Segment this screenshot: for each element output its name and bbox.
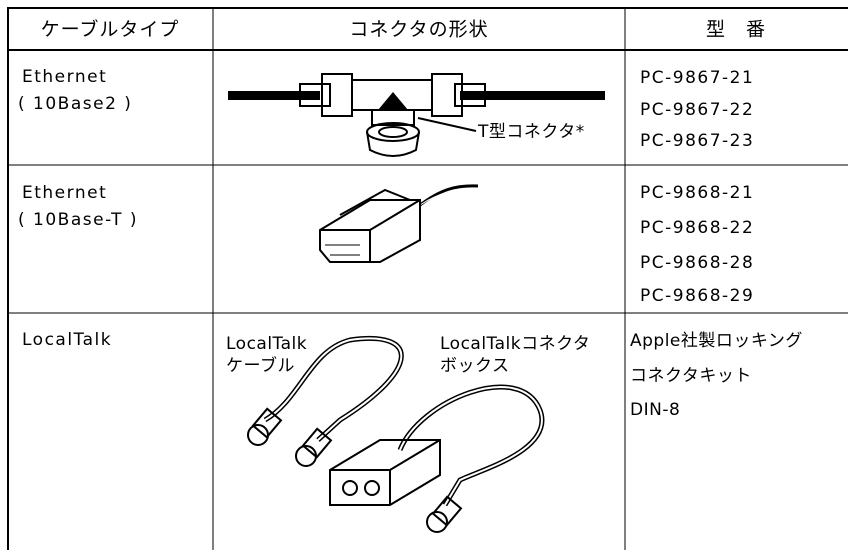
model: Apple社製ロッキング: [630, 331, 803, 351]
cable-type: LocalTalk: [22, 330, 112, 350]
shape-label: ケーブル: [226, 355, 295, 376]
model: PC-9868-21: [640, 183, 754, 203]
model: PC-9867-21: [640, 68, 754, 88]
localtalk-illustration: [247, 336, 545, 533]
model: PC-9868-28: [640, 253, 754, 273]
model: DIN-8: [630, 400, 680, 420]
header: ケーブルタイプ: [41, 18, 180, 41]
cable-type: Ethernet: [22, 67, 107, 87]
shape-label: T型コネクタ*: [477, 122, 585, 142]
cable-type: ( 10Base2 ): [18, 94, 132, 114]
cable-type: Ethernet: [22, 183, 107, 203]
shape-label: LocalTalkコネクタ: [440, 334, 590, 354]
model: PC-9867-22: [640, 100, 754, 120]
rj45-illustration: [319, 184, 479, 263]
header: コネクタの形状: [349, 19, 488, 41]
model: PC-9868-22: [640, 218, 754, 238]
shape-label: LocalTalk: [226, 334, 307, 354]
shape-label: ボックス: [440, 356, 510, 376]
model: PC-9867-23: [640, 131, 754, 151]
model: コネクタキット: [630, 366, 752, 386]
header: 型 番: [706, 19, 766, 41]
model: PC-9868-29: [640, 286, 754, 306]
table-grid: [7, 7, 848, 550]
t-connector-illustration: [228, 73, 605, 157]
cable-type: ( 10Base-T ): [18, 210, 138, 230]
